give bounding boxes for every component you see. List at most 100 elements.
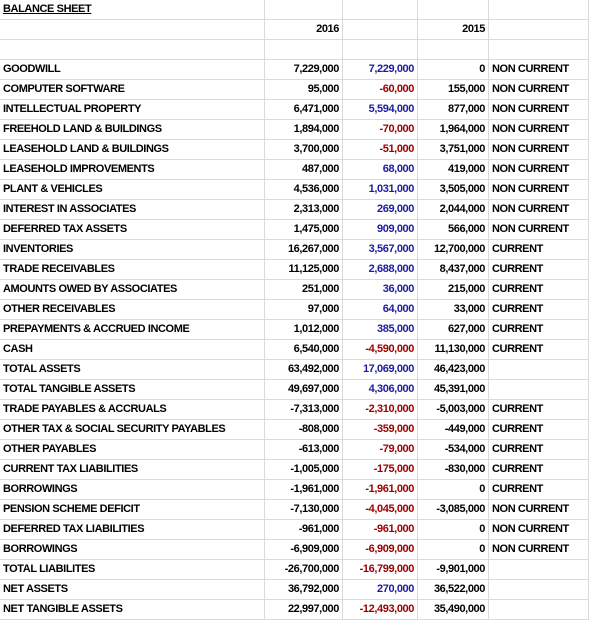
- value-2015: 3,505,000: [418, 180, 489, 200]
- value-2015: 1,964,000: [418, 120, 489, 140]
- empty-cell: [418, 0, 489, 20]
- value-2016: 251,000: [265, 280, 343, 300]
- row-label: INTELLECTUAL PROPERTY: [0, 100, 265, 120]
- row-label: OTHER TAX & SOCIAL SECURITY PAYABLES: [0, 420, 265, 440]
- value-2015: 11,130,000: [418, 340, 489, 360]
- asset-class: CURRENT: [489, 420, 589, 440]
- asset-class: NON CURRENT: [489, 120, 589, 140]
- row-label: TRADE RECEIVABLES: [0, 260, 265, 280]
- value-2016: -7,313,000: [265, 400, 343, 420]
- value-2016: 1,012,000: [265, 320, 343, 340]
- empty-cell: [265, 0, 343, 20]
- asset-class: CURRENT: [489, 320, 589, 340]
- asset-class: CURRENT: [489, 300, 589, 320]
- empty-cell: [489, 600, 589, 620]
- row-label: PLANT & VEHICLES: [0, 180, 265, 200]
- asset-class: NON CURRENT: [489, 520, 589, 540]
- empty-cell: [489, 40, 589, 60]
- row-label: AMOUNTS OWED BY ASSOCIATES: [0, 280, 265, 300]
- value-2016: 6,471,000: [265, 100, 343, 120]
- value-2016: -26,700,000: [265, 560, 343, 580]
- row-label: OTHER RECEIVABLES: [0, 300, 265, 320]
- empty-cell: [489, 380, 589, 400]
- value-2015: -9,901,000: [418, 560, 489, 580]
- change: 68,000: [343, 160, 418, 180]
- value-2015: 0: [418, 480, 489, 500]
- change: -6,909,000: [343, 540, 418, 560]
- asset-class: CURRENT: [489, 400, 589, 420]
- row-label: PREPAYMENTS & ACCRUED INCOME: [0, 320, 265, 340]
- value-2015: 12,700,000: [418, 240, 489, 260]
- asset-class: NON CURRENT: [489, 500, 589, 520]
- value-2016: 1,475,000: [265, 220, 343, 240]
- value-2016: 487,000: [265, 160, 343, 180]
- value-2015: -3,085,000: [418, 500, 489, 520]
- change: -79,000: [343, 440, 418, 460]
- row-label: PENSION SCHEME DEFICIT: [0, 500, 265, 520]
- value-2016: 7,229,000: [265, 60, 343, 80]
- asset-class: CURRENT: [489, 340, 589, 360]
- row-label: INTEREST IN ASSOCIATES: [0, 200, 265, 220]
- value-2016: -613,000: [265, 440, 343, 460]
- empty-cell: [343, 40, 418, 60]
- row-label: NET ASSETS: [0, 580, 265, 600]
- row-label: TOTAL LIABILITES: [0, 560, 265, 580]
- empty-cell: [489, 20, 589, 40]
- value-2016: 4,536,000: [265, 180, 343, 200]
- value-2015: 566,000: [418, 220, 489, 240]
- change: 270,000: [343, 580, 418, 600]
- change: -12,493,000: [343, 600, 418, 620]
- asset-class: CURRENT: [489, 480, 589, 500]
- row-label: BORROWINGS: [0, 540, 265, 560]
- empty-cell: [0, 20, 265, 40]
- value-2016: -7,130,000: [265, 500, 343, 520]
- empty-cell: [489, 560, 589, 580]
- asset-class: NON CURRENT: [489, 100, 589, 120]
- empty-cell: [489, 0, 589, 20]
- value-2016: 6,540,000: [265, 340, 343, 360]
- asset-class: NON CURRENT: [489, 540, 589, 560]
- value-2016: 63,492,000: [265, 360, 343, 380]
- value-2015: 0: [418, 520, 489, 540]
- change: 4,306,000: [343, 380, 418, 400]
- row-label: BORROWINGS: [0, 480, 265, 500]
- change: 2,688,000: [343, 260, 418, 280]
- empty-cell: [343, 0, 418, 20]
- row-label: FREEHOLD LAND & BUILDINGS: [0, 120, 265, 140]
- row-label: CURRENT TAX LIABILITIES: [0, 460, 265, 480]
- asset-class: NON CURRENT: [489, 220, 589, 240]
- value-2016: -961,000: [265, 520, 343, 540]
- change: 3,567,000: [343, 240, 418, 260]
- value-2015: 46,423,000: [418, 360, 489, 380]
- value-2016: -808,000: [265, 420, 343, 440]
- change: -60,000: [343, 80, 418, 100]
- asset-class: NON CURRENT: [489, 180, 589, 200]
- change: 17,069,000: [343, 360, 418, 380]
- row-label: COMPUTER SOFTWARE: [0, 80, 265, 100]
- value-2016: 97,000: [265, 300, 343, 320]
- value-2016: -1,005,000: [265, 460, 343, 480]
- change: -961,000: [343, 520, 418, 540]
- value-2016: -6,909,000: [265, 540, 343, 560]
- value-2015: 36,522,000: [418, 580, 489, 600]
- asset-class: CURRENT: [489, 440, 589, 460]
- value-2016: 16,267,000: [265, 240, 343, 260]
- change: -175,000: [343, 460, 418, 480]
- value-2015: 45,391,000: [418, 380, 489, 400]
- asset-class: NON CURRENT: [489, 60, 589, 80]
- row-label: DEFERRED TAX ASSETS: [0, 220, 265, 240]
- value-2015: -449,000: [418, 420, 489, 440]
- value-2015: 35,490,000: [418, 600, 489, 620]
- value-2015: 3,751,000: [418, 140, 489, 160]
- empty-cell: [489, 580, 589, 600]
- change: -16,799,000: [343, 560, 418, 580]
- value-2015: -534,000: [418, 440, 489, 460]
- value-2016: 1,894,000: [265, 120, 343, 140]
- row-label: LEASEHOLD LAND & BUILDINGS: [0, 140, 265, 160]
- change: -2,310,000: [343, 400, 418, 420]
- change: 36,000: [343, 280, 418, 300]
- row-label: NET TANGIBLE ASSETS: [0, 600, 265, 620]
- change: 5,594,000: [343, 100, 418, 120]
- year-header: 2015: [418, 20, 489, 40]
